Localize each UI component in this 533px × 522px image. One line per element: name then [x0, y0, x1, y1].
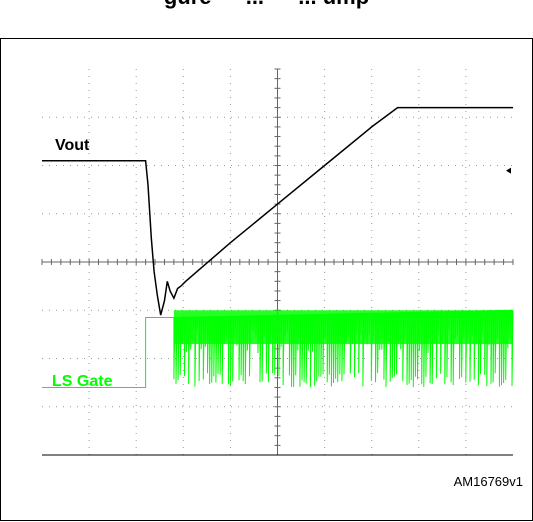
vout-trace: [42, 106, 513, 316]
ls-gate-label: LS Gate: [52, 373, 113, 390]
plot-labels: Vout LS Gate: [52, 137, 113, 390]
plot-grid: [41, 68, 514, 456]
trigger-marker-icon: [506, 167, 511, 174]
vout-label: Vout: [55, 137, 90, 154]
plot-traces: [42, 106, 514, 388]
figure-title-fragment: gure — ... — ... ump: [0, 0, 533, 10]
ls-gate-dense-band: [173, 310, 513, 345]
figure-header: gure — ... — ... ump: [0, 0, 533, 39]
figure-id: AM16769v1: [453, 474, 523, 489]
